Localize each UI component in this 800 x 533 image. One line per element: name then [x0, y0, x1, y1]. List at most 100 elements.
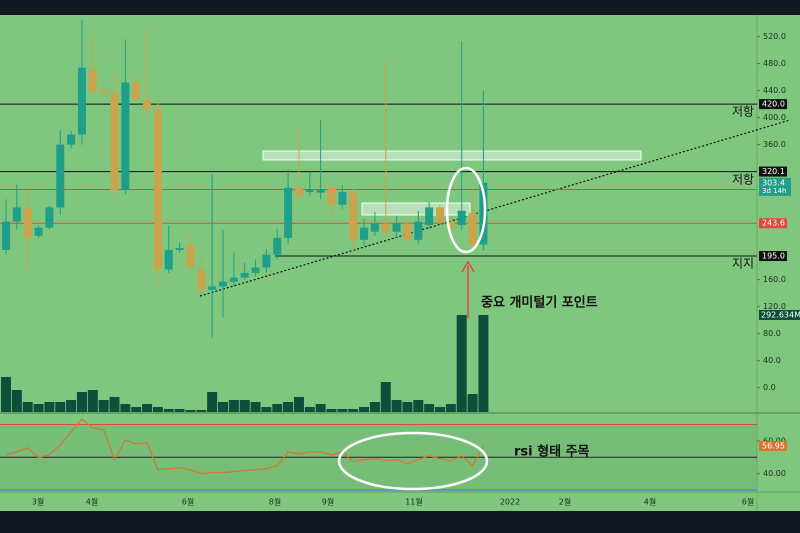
volume-bar: [174, 408, 185, 412]
candle-body: [327, 187, 336, 205]
candle-body: [23, 207, 32, 238]
volume-bar: [467, 394, 478, 412]
volume-bar: [33, 404, 44, 412]
highlight-ellipse: [337, 431, 489, 491]
candle-body: [360, 227, 369, 240]
candle-body: [12, 207, 21, 222]
candle-body: [34, 227, 43, 236]
level-label: 320.1: [762, 167, 785, 176]
level-label: 420.0: [762, 100, 785, 109]
volume-bar: [87, 389, 98, 412]
volume-bar: [261, 406, 272, 412]
x-tick-label: 3월: [32, 497, 44, 507]
candle-body: [2, 221, 10, 250]
candle-body: [425, 207, 434, 225]
volume-bar: [109, 396, 120, 412]
level-label-box: [759, 218, 787, 229]
rsi-line: [5, 418, 484, 475]
candle-body: [77, 67, 86, 135]
volume-bar: [424, 404, 435, 412]
last-price-label: 303.4: [762, 178, 785, 187]
volume-bar: [196, 410, 207, 412]
candle-body: [457, 210, 466, 225]
candle-body: [436, 207, 444, 222]
candle-body: [186, 244, 195, 268]
volume-label: 292.634M: [761, 311, 800, 320]
annotation: rsi 형태 주목: [514, 444, 590, 460]
volume-bar: [250, 401, 261, 412]
candle-body: [414, 221, 423, 240]
x-tick-label: 9월: [322, 497, 334, 507]
candle-body: [479, 182, 488, 245]
x-tick-label: 6월: [742, 497, 754, 507]
candle-body: [132, 81, 141, 100]
volume-bar: [337, 408, 348, 412]
volume-bar: [142, 404, 153, 412]
level-label-box: [759, 99, 787, 110]
volume-bar: [304, 406, 315, 412]
volume-bar: [435, 406, 445, 412]
rsi-label-box: [759, 440, 787, 451]
candle-body: [197, 269, 206, 290]
volume-bar: [402, 401, 413, 412]
volume-bar: [293, 396, 304, 412]
y-tick-label: 80.0: [763, 329, 781, 338]
candle-body: [219, 281, 227, 287]
volume-bar: [348, 408, 359, 412]
volume-bar: [22, 401, 33, 412]
candle-body: [370, 223, 379, 232]
y-tick-label: 520.0: [763, 32, 786, 41]
candle-body: [99, 89, 108, 93]
x-tick-label: 8월: [269, 497, 281, 507]
candle-body: [403, 223, 412, 240]
volume-bar: [11, 389, 22, 412]
arrow-head: [461, 260, 475, 273]
candle-body: [175, 247, 184, 250]
volume-bar: [478, 315, 489, 412]
zone-box: [361, 202, 471, 216]
candle-body: [262, 254, 271, 268]
candle-body: [316, 189, 325, 193]
candle-body: [208, 286, 217, 290]
candle-body: [381, 223, 390, 232]
candle-body: [110, 92, 119, 190]
annotation: 저항: [732, 105, 754, 119]
volume-bar: [44, 401, 55, 412]
level-label: 243.6: [762, 219, 785, 228]
candle-body: [164, 249, 173, 270]
volume-bar: [228, 400, 239, 412]
candle-body: [284, 187, 293, 238]
annotation: 중요 개미털기 포인트: [481, 295, 598, 311]
volume-bar: [185, 410, 196, 412]
volume-bar: [456, 315, 467, 412]
annotation: 지지: [732, 257, 754, 271]
candle-body: [305, 189, 314, 192]
y-tick-label: 360.0: [763, 140, 786, 149]
candle-body: [273, 237, 282, 255]
volume-bar: [66, 400, 77, 412]
candle-body: [338, 191, 347, 205]
x-tick-label: 11월: [405, 497, 423, 507]
volume-bar: [391, 400, 402, 412]
candle-body: [251, 267, 260, 273]
candle-body: [240, 272, 249, 278]
volume-bar: [131, 406, 142, 412]
volume-bar: [218, 401, 228, 412]
volume-bar: [76, 392, 87, 412]
volume-bar: [369, 401, 380, 412]
y-tick-label: 0.0: [763, 383, 776, 392]
annotation: 저항: [732, 173, 754, 187]
volume-bar: [283, 401, 294, 412]
volume-label-box: [759, 310, 800, 320]
candle-body: [45, 207, 54, 228]
volume-bar: [163, 408, 174, 412]
level-label-box: [759, 251, 787, 262]
x-tick-label: 2월: [559, 497, 571, 507]
candle-body: [446, 221, 455, 228]
volume-bar: [445, 404, 456, 412]
volume-bar: [152, 406, 163, 412]
candle-body: [468, 212, 477, 245]
volume-bar: [120, 404, 131, 412]
candle-body: [294, 187, 303, 196]
